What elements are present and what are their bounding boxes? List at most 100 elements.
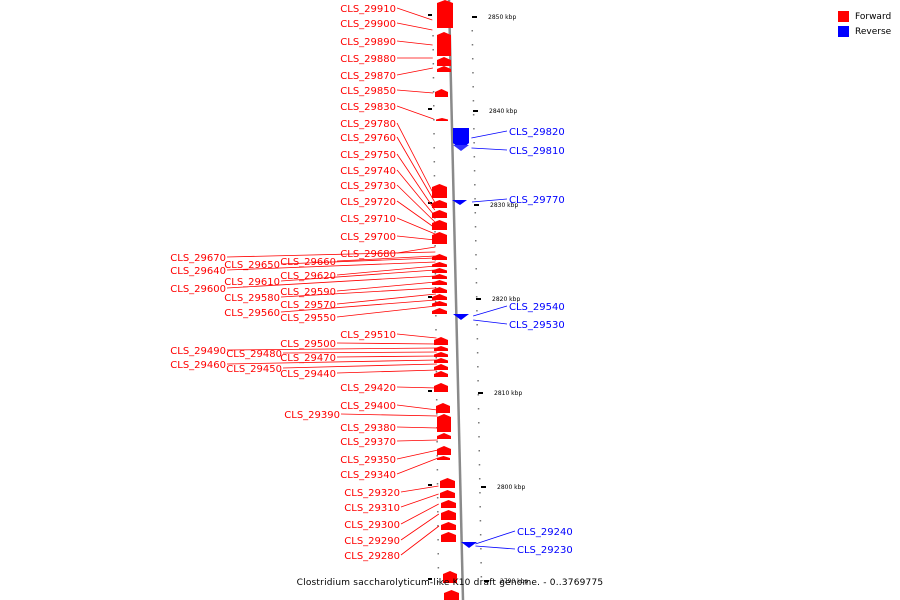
- forward-gene-leader: [396, 136, 436, 203]
- minor-tick: [433, 105, 435, 107]
- legend-reverse: Reverse: [838, 24, 891, 39]
- forward-gene-label: CLS_29850: [340, 86, 396, 97]
- forward-gene-glyph: [434, 364, 448, 370]
- minor-tick: [478, 436, 480, 438]
- forward-gene-leader: [226, 359, 437, 365]
- forward-gene-glyph: [432, 210, 447, 218]
- forward-gene-label: CLS_29580: [224, 293, 280, 304]
- forward-gene-leader: [396, 235, 436, 241]
- forward-gene-leader: [396, 333, 437, 339]
- minor-tick: [432, 49, 434, 51]
- minor-tick: [433, 161, 436, 163]
- legend-reverse-label: Reverse: [855, 26, 892, 37]
- scale-tick-label: 2820 kbp: [492, 296, 520, 303]
- forward-gene-label: CLS_29870: [340, 71, 396, 82]
- forward-gene-glyph: [437, 414, 451, 432]
- forward-gene-leader: [280, 269, 436, 282]
- forward-gene-leader: [396, 200, 436, 229]
- minor-tick: [479, 534, 482, 536]
- forward-gene-glyph: [432, 280, 447, 285]
- forward-gene-leader: [396, 89, 434, 94]
- minor-tick: [476, 324, 478, 326]
- forward-gene-glyph: [432, 268, 447, 273]
- forward-gene-leader: [396, 22, 433, 31]
- legend-forward: Forward: [838, 9, 891, 24]
- forward-gene-label: CLS_29390: [284, 410, 340, 421]
- forward-gene-glyph: [432, 301, 447, 306]
- minor-tick: [436, 455, 438, 457]
- forward-gene-leader: [396, 184, 436, 223]
- forward-gene-leader: [226, 275, 436, 289]
- minor-tick: [475, 240, 477, 242]
- forward-gene-glyph: [436, 403, 450, 413]
- scale-tick-left: [428, 578, 432, 580]
- minor-tick: [471, 58, 474, 60]
- minor-tick: [473, 170, 476, 172]
- forward-gene-label: CLS_29780: [340, 119, 396, 130]
- forward-gene-leader: [336, 265, 436, 276]
- forward-gene-glyph: [435, 89, 448, 97]
- forward-gene-leader: [396, 153, 436, 211]
- forward-gene-label: CLS_29480: [226, 349, 282, 360]
- scale-tick-left: [428, 108, 432, 110]
- forward-gene-label: CLS_29590: [280, 287, 336, 298]
- reverse-gene-leader: [475, 530, 516, 545]
- forward-gene-leader: [226, 251, 436, 258]
- forward-gene-leader: [396, 404, 438, 411]
- reverse-swatch: [838, 26, 849, 37]
- forward-gene-label: CLS_29760: [340, 133, 396, 144]
- forward-gene-leader: [400, 485, 439, 493]
- forward-gene-label: CLS_29320: [344, 488, 400, 499]
- minor-tick: [433, 147, 435, 149]
- minor-tick: [477, 380, 479, 382]
- forward-gene-label: CLS_29700: [340, 232, 396, 243]
- minor-tick: [437, 553, 439, 555]
- minor-tick: [436, 469, 439, 471]
- forward-gene-glyph: [432, 287, 447, 293]
- forward-gene-label: CLS_29550: [280, 313, 336, 324]
- minor-tick: [435, 329, 437, 331]
- minor-tick: [475, 282, 478, 284]
- forward-gene-glyph: [441, 510, 456, 520]
- forward-gene-leader: [400, 493, 439, 508]
- scale-tick: [476, 298, 481, 300]
- minor-tick: [473, 128, 475, 130]
- minor-tick: [473, 142, 475, 144]
- forward-gene-leader: [396, 105, 434, 120]
- scale-tick-left: [428, 390, 432, 392]
- forward-gene-leader: [396, 246, 436, 254]
- forward-gene-leader: [282, 351, 437, 354]
- scale-tick-left: [428, 296, 432, 298]
- reverse-gene-label: CLS_29540: [509, 302, 565, 313]
- forward-gene-label: CLS_29680: [340, 249, 396, 260]
- reverse-gene-leader: [471, 130, 508, 139]
- minor-tick: [478, 450, 480, 452]
- minor-tick: [472, 86, 474, 88]
- forward-gene-label: CLS_29290: [344, 536, 400, 547]
- forward-gene-glyph: [434, 358, 448, 363]
- forward-gene-glyph: [432, 200, 447, 208]
- forward-gene-label: CLS_29880: [340, 54, 396, 65]
- minor-tick: [480, 548, 482, 550]
- reverse-gene-label: CLS_29820: [509, 127, 565, 138]
- forward-gene-leader: [400, 513, 440, 541]
- forward-gene-glyph: [432, 274, 447, 279]
- minor-tick: [436, 483, 439, 485]
- forward-gene-label: CLS_29380: [340, 423, 396, 434]
- minor-tick: [476, 310, 478, 312]
- minor-tick: [435, 399, 438, 401]
- scale-tick-label: 2800 kbp: [497, 484, 525, 491]
- forward-gene-label: CLS_29340: [340, 470, 396, 481]
- forward-gene-glyph: [432, 294, 447, 300]
- forward-gene-label: CLS_29310: [344, 503, 400, 514]
- reverse-gene-glyph: [453, 145, 469, 151]
- minor-tick: [432, 91, 435, 93]
- forward-gene-glyph: [434, 352, 448, 357]
- genome-caption: Clostridium saccharolyticum-like K10 dra…: [296, 578, 604, 588]
- forward-gene-leader: [336, 281, 436, 292]
- minor-tick: [472, 114, 475, 116]
- forward-gene-leader: [400, 503, 439, 525]
- legend: Forward Reverse: [838, 9, 891, 39]
- forward-gene-glyph: [440, 490, 455, 498]
- reverse-gene-glyph: [452, 200, 467, 205]
